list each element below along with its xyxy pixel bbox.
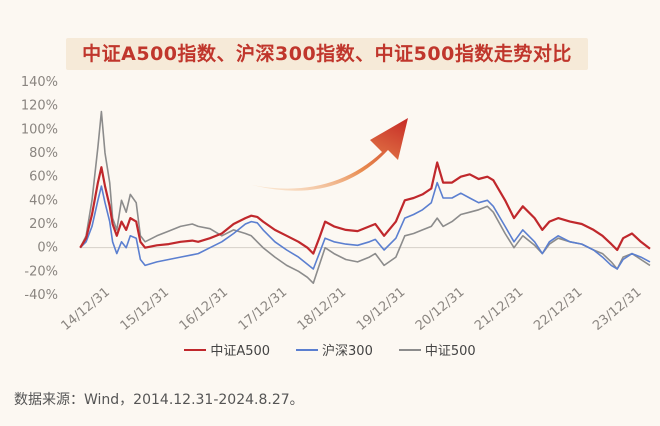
legend-label-hs300: 沪深300 xyxy=(322,344,373,359)
series-line-zz500 xyxy=(79,110,651,284)
legend-swatch-hs300 xyxy=(296,348,319,351)
x-tick-label: 16/12/31 xyxy=(177,285,231,330)
x-tick-label: 20/12/31 xyxy=(413,285,467,330)
x-tick-label: 19/12/31 xyxy=(354,285,408,330)
line-chart: -40% -20% 0% 20% 40% 60% 80% 100% 120% 140% 14/12… xyxy=(21,75,651,330)
legend-swatch-zz500 xyxy=(398,348,421,351)
x-tick-label: 22/12/31 xyxy=(531,285,585,330)
upward-trend-arrow xyxy=(252,118,408,191)
x-tick-label: 23/12/31 xyxy=(590,285,644,330)
x-tick-label: 21/12/31 xyxy=(472,285,526,330)
legend-item-zz500: 中证500 xyxy=(398,340,476,359)
legend-swatch-a500 xyxy=(184,348,207,351)
y-tick-label: -20% xyxy=(24,264,58,279)
x-tick-label: 15/12/31 xyxy=(118,285,172,330)
y-tick-label: 0% xyxy=(37,241,58,256)
legend-label-zz500: 中证500 xyxy=(424,344,476,359)
y-tick-label: 100% xyxy=(21,122,58,137)
title-background xyxy=(66,38,588,70)
chart-title: 中证A500指数、沪深300指数、中证500指数走势对比 xyxy=(82,43,572,65)
series-line-a500 xyxy=(79,161,651,255)
legend-item-a500: 中证A500 xyxy=(184,340,270,359)
source-note: 数据来源：Wind，2014.12.31-2024.8.27。 xyxy=(14,392,304,408)
y-tick-label: 140% xyxy=(21,75,58,90)
y-tick-label: 20% xyxy=(29,217,58,232)
y-tick-label: 60% xyxy=(29,170,58,185)
y-tick-label: 80% xyxy=(29,146,58,161)
x-tick-label: 14/12/31 xyxy=(59,285,113,330)
y-tick-label: 120% xyxy=(21,99,58,114)
y-tick-label: -40% xyxy=(24,288,58,303)
x-tick-label: 17/12/31 xyxy=(236,285,290,330)
series-line-hs300 xyxy=(79,181,651,270)
legend-item-hs300: 沪深300 xyxy=(296,340,373,359)
y-tick-label: 40% xyxy=(29,193,58,208)
x-tick-label: 18/12/31 xyxy=(295,285,349,330)
legend-label-a500: 中证A500 xyxy=(210,344,271,359)
legend: 中证A500 沪深300 中证500 xyxy=(0,340,660,359)
